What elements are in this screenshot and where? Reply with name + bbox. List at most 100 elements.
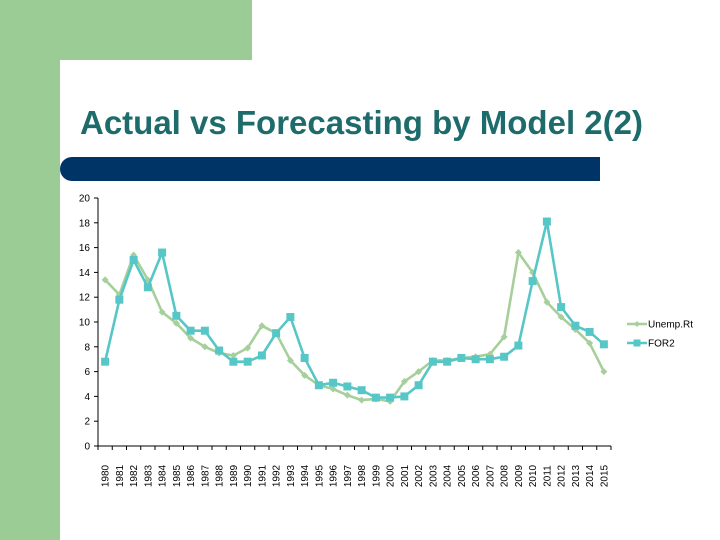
data-point (272, 329, 281, 338)
x-tick-label: 1983 (143, 464, 154, 487)
data-point (101, 276, 109, 284)
x-tick-label: 2011 (542, 465, 553, 487)
data-point (400, 378, 408, 386)
data-point (443, 357, 452, 366)
data-point (286, 313, 295, 322)
legend-marker (633, 339, 641, 347)
y-axis: 0 2 4 6 8 10 12 14 16 18 20 (79, 194, 99, 453)
y-tick-label: 12 (79, 293, 91, 304)
x-tick-label: 1988 (215, 464, 226, 487)
data-point (301, 371, 309, 379)
data-point (471, 355, 480, 364)
data-point (371, 393, 380, 402)
x-tick-label: 1996 (329, 464, 340, 487)
y-tick-label: 14 (79, 268, 91, 279)
series-unemp-rt (101, 249, 608, 405)
data-point (286, 356, 294, 364)
y-tick-label: 10 (79, 318, 91, 329)
x-tick-label: 2000 (386, 464, 397, 487)
legend-marker (634, 321, 640, 327)
data-point (244, 344, 252, 352)
data-point (172, 319, 180, 327)
x-tick-label: 2012 (557, 464, 568, 487)
data-point (229, 351, 237, 359)
y-tick-label: 20 (79, 194, 91, 205)
x-tick-label: 2014 (585, 464, 596, 487)
data-point (400, 392, 409, 401)
x-tick-label: 2010 (528, 464, 539, 487)
data-point (414, 381, 423, 390)
series-for2 (101, 217, 608, 402)
legend-label: FOR2 (648, 339, 675, 350)
x-tick-label: 2004 (443, 464, 454, 487)
x-tick-label: 1985 (172, 464, 183, 487)
y-tick-label: 16 (79, 243, 91, 254)
data-point (514, 341, 523, 350)
x-tick-label: 1989 (229, 464, 240, 487)
x-tick-label: 1994 (300, 464, 311, 487)
x-tick-label: 1980 (101, 464, 112, 487)
data-point (314, 381, 323, 390)
legend: Unemp.Rt FOR2 (627, 320, 693, 350)
data-point (599, 340, 608, 349)
data-point (457, 353, 466, 362)
data-point (357, 386, 366, 395)
data-point (542, 217, 551, 226)
y-tick-label: 2 (84, 417, 90, 428)
data-point (586, 339, 594, 347)
data-point (243, 357, 252, 366)
y-tick-label: 8 (84, 342, 90, 353)
data-point (187, 334, 195, 342)
x-tick-label: 2013 (571, 464, 582, 487)
legend-item-unemp-rt: Unemp.Rt (627, 320, 693, 331)
data-point (557, 313, 565, 321)
series-line-unemp-rt (104, 251, 606, 403)
x-tick-label: 1993 (286, 464, 297, 487)
data-point (528, 277, 537, 286)
data-point (543, 298, 551, 306)
x-tick-label: 2007 (485, 464, 496, 487)
data-point (585, 327, 594, 336)
data-point (600, 368, 608, 376)
data-point (172, 311, 181, 320)
data-point (115, 295, 124, 304)
data-point (329, 378, 338, 387)
data-point (343, 382, 352, 391)
data-point (229, 357, 238, 366)
y-tick-label: 0 (84, 442, 90, 453)
x-tick-label: 2001 (400, 464, 411, 487)
x-tick-label: 2008 (500, 464, 511, 487)
data-point (557, 303, 566, 312)
data-point (215, 346, 224, 355)
x-tick-label: 1992 (272, 464, 283, 487)
x-tick-label: 1997 (343, 464, 354, 487)
y-tick-label: 4 (84, 392, 90, 403)
x-tick-label: 1990 (243, 464, 254, 487)
x-tick-label: 2006 (471, 464, 482, 487)
x-tick-label: 2009 (514, 464, 525, 487)
data-point (485, 355, 494, 364)
data-point (186, 326, 195, 335)
series-line-for2 (103, 220, 605, 399)
data-point (258, 322, 266, 330)
slide-title: Actual vs Forecasting by Model 2(2) (80, 104, 643, 141)
data-point (500, 352, 509, 361)
x-axis: 1980 1981 1982 1983 1984 1985 1986 1987 1988 1989… (97, 445, 612, 487)
slide-content-area (60, 60, 720, 540)
data-point (101, 357, 110, 366)
series-group (101, 217, 608, 405)
x-tick-label: 2015 (599, 464, 610, 487)
x-tick-label: 1981 (115, 464, 126, 487)
data-point (130, 251, 138, 259)
x-tick-label: 1998 (357, 464, 368, 487)
data-point (257, 351, 266, 360)
data-point (300, 353, 309, 362)
data-point (386, 393, 395, 402)
data-point (343, 391, 351, 399)
data-point (143, 283, 152, 292)
x-tick-label: 1995 (314, 464, 325, 487)
x-tick-label: 2003 (428, 464, 439, 487)
x-tick-label: 1987 (200, 464, 211, 487)
